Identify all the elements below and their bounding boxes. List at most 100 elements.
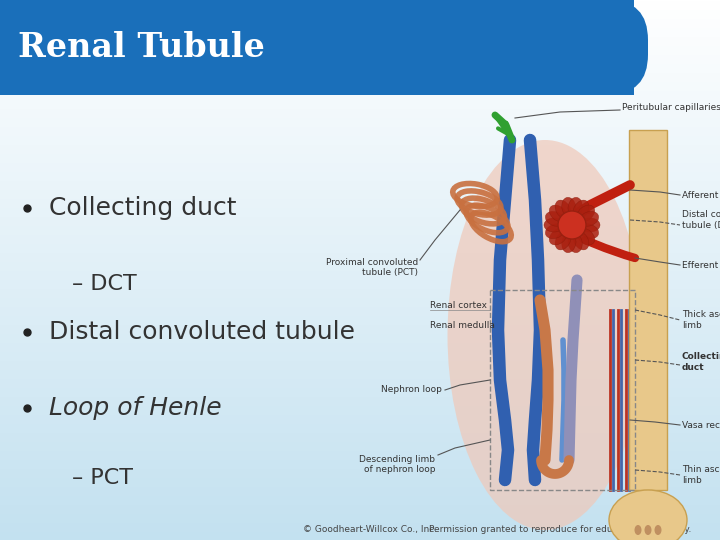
Bar bbox=[0, 325, 720, 326]
Bar bbox=[0, 412, 720, 413]
Bar bbox=[0, 165, 720, 166]
Bar bbox=[0, 200, 720, 201]
Bar bbox=[0, 478, 720, 479]
Bar bbox=[0, 237, 720, 238]
Bar bbox=[0, 60, 720, 61]
Bar bbox=[0, 45, 720, 46]
Bar bbox=[0, 243, 720, 244]
Bar bbox=[0, 341, 720, 342]
Ellipse shape bbox=[644, 525, 652, 535]
Bar bbox=[0, 167, 720, 168]
Bar bbox=[0, 121, 720, 122]
Bar bbox=[0, 509, 720, 510]
Bar bbox=[0, 364, 720, 365]
Bar bbox=[0, 452, 720, 453]
Ellipse shape bbox=[448, 140, 642, 530]
Bar bbox=[0, 219, 720, 220]
Bar bbox=[0, 18, 720, 19]
Bar bbox=[0, 282, 720, 283]
Bar bbox=[629, 130, 667, 490]
Bar bbox=[0, 156, 720, 157]
Bar bbox=[0, 495, 720, 496]
Bar bbox=[0, 336, 720, 337]
Bar bbox=[0, 427, 720, 428]
Bar bbox=[0, 302, 720, 303]
Bar bbox=[0, 102, 720, 103]
Bar bbox=[0, 289, 720, 290]
Bar bbox=[0, 458, 720, 459]
Bar bbox=[0, 466, 720, 467]
Bar bbox=[0, 457, 720, 458]
Bar bbox=[0, 520, 720, 521]
Bar bbox=[0, 242, 720, 243]
Bar bbox=[0, 392, 720, 393]
Ellipse shape bbox=[577, 228, 595, 245]
Bar bbox=[0, 67, 720, 68]
Bar bbox=[0, 234, 720, 235]
Bar bbox=[0, 374, 720, 375]
Bar bbox=[0, 191, 720, 192]
Bar bbox=[0, 273, 720, 274]
Bar bbox=[0, 467, 720, 468]
Bar bbox=[0, 117, 720, 118]
Bar bbox=[0, 462, 720, 463]
Text: – DCT: – DCT bbox=[72, 273, 137, 294]
Bar bbox=[0, 461, 720, 462]
Bar bbox=[0, 119, 720, 120]
Bar bbox=[0, 501, 720, 502]
Bar bbox=[0, 445, 720, 446]
Bar bbox=[0, 171, 720, 172]
Bar bbox=[0, 295, 720, 296]
Ellipse shape bbox=[562, 197, 576, 217]
Text: Distal convoluted tubule: Distal convoluted tubule bbox=[49, 320, 355, 344]
Bar bbox=[0, 430, 720, 431]
Bar bbox=[0, 27, 720, 28]
Bar bbox=[0, 222, 720, 223]
Bar bbox=[0, 230, 720, 231]
Bar bbox=[0, 514, 720, 515]
Bar bbox=[0, 128, 720, 129]
Bar bbox=[0, 451, 720, 452]
Bar bbox=[0, 438, 720, 439]
Bar bbox=[0, 212, 720, 213]
Bar bbox=[0, 208, 720, 209]
Bar bbox=[0, 184, 720, 185]
Bar bbox=[0, 38, 720, 39]
Bar bbox=[0, 192, 720, 193]
Ellipse shape bbox=[573, 200, 589, 219]
Bar bbox=[0, 78, 720, 79]
Bar bbox=[0, 270, 720, 271]
Bar bbox=[0, 161, 720, 162]
Bar bbox=[0, 203, 720, 204]
Bar bbox=[0, 334, 720, 335]
Bar bbox=[0, 228, 720, 229]
Bar bbox=[0, 170, 720, 171]
Ellipse shape bbox=[568, 233, 582, 253]
Bar bbox=[0, 4, 720, 5]
FancyBboxPatch shape bbox=[0, 0, 634, 94]
Bar bbox=[0, 314, 720, 315]
Bar bbox=[0, 94, 720, 95]
Text: Descending limb
of nephron loop: Descending limb of nephron loop bbox=[359, 455, 435, 475]
Bar bbox=[0, 279, 720, 280]
Bar bbox=[0, 283, 720, 284]
Bar bbox=[0, 400, 720, 401]
Bar bbox=[0, 201, 720, 202]
Bar bbox=[0, 488, 720, 489]
Bar bbox=[0, 420, 720, 421]
Ellipse shape bbox=[544, 218, 564, 232]
Bar bbox=[0, 354, 720, 355]
Bar bbox=[0, 0, 720, 1]
Bar bbox=[0, 13, 720, 14]
Bar bbox=[0, 143, 720, 144]
Bar bbox=[0, 496, 720, 497]
Bar bbox=[490, 290, 635, 490]
Bar bbox=[0, 353, 720, 354]
Bar bbox=[0, 126, 720, 127]
Bar bbox=[0, 278, 720, 279]
Bar bbox=[0, 21, 720, 22]
Bar bbox=[0, 46, 720, 47]
Bar bbox=[0, 207, 720, 208]
Bar bbox=[0, 43, 720, 44]
Bar bbox=[0, 485, 720, 486]
